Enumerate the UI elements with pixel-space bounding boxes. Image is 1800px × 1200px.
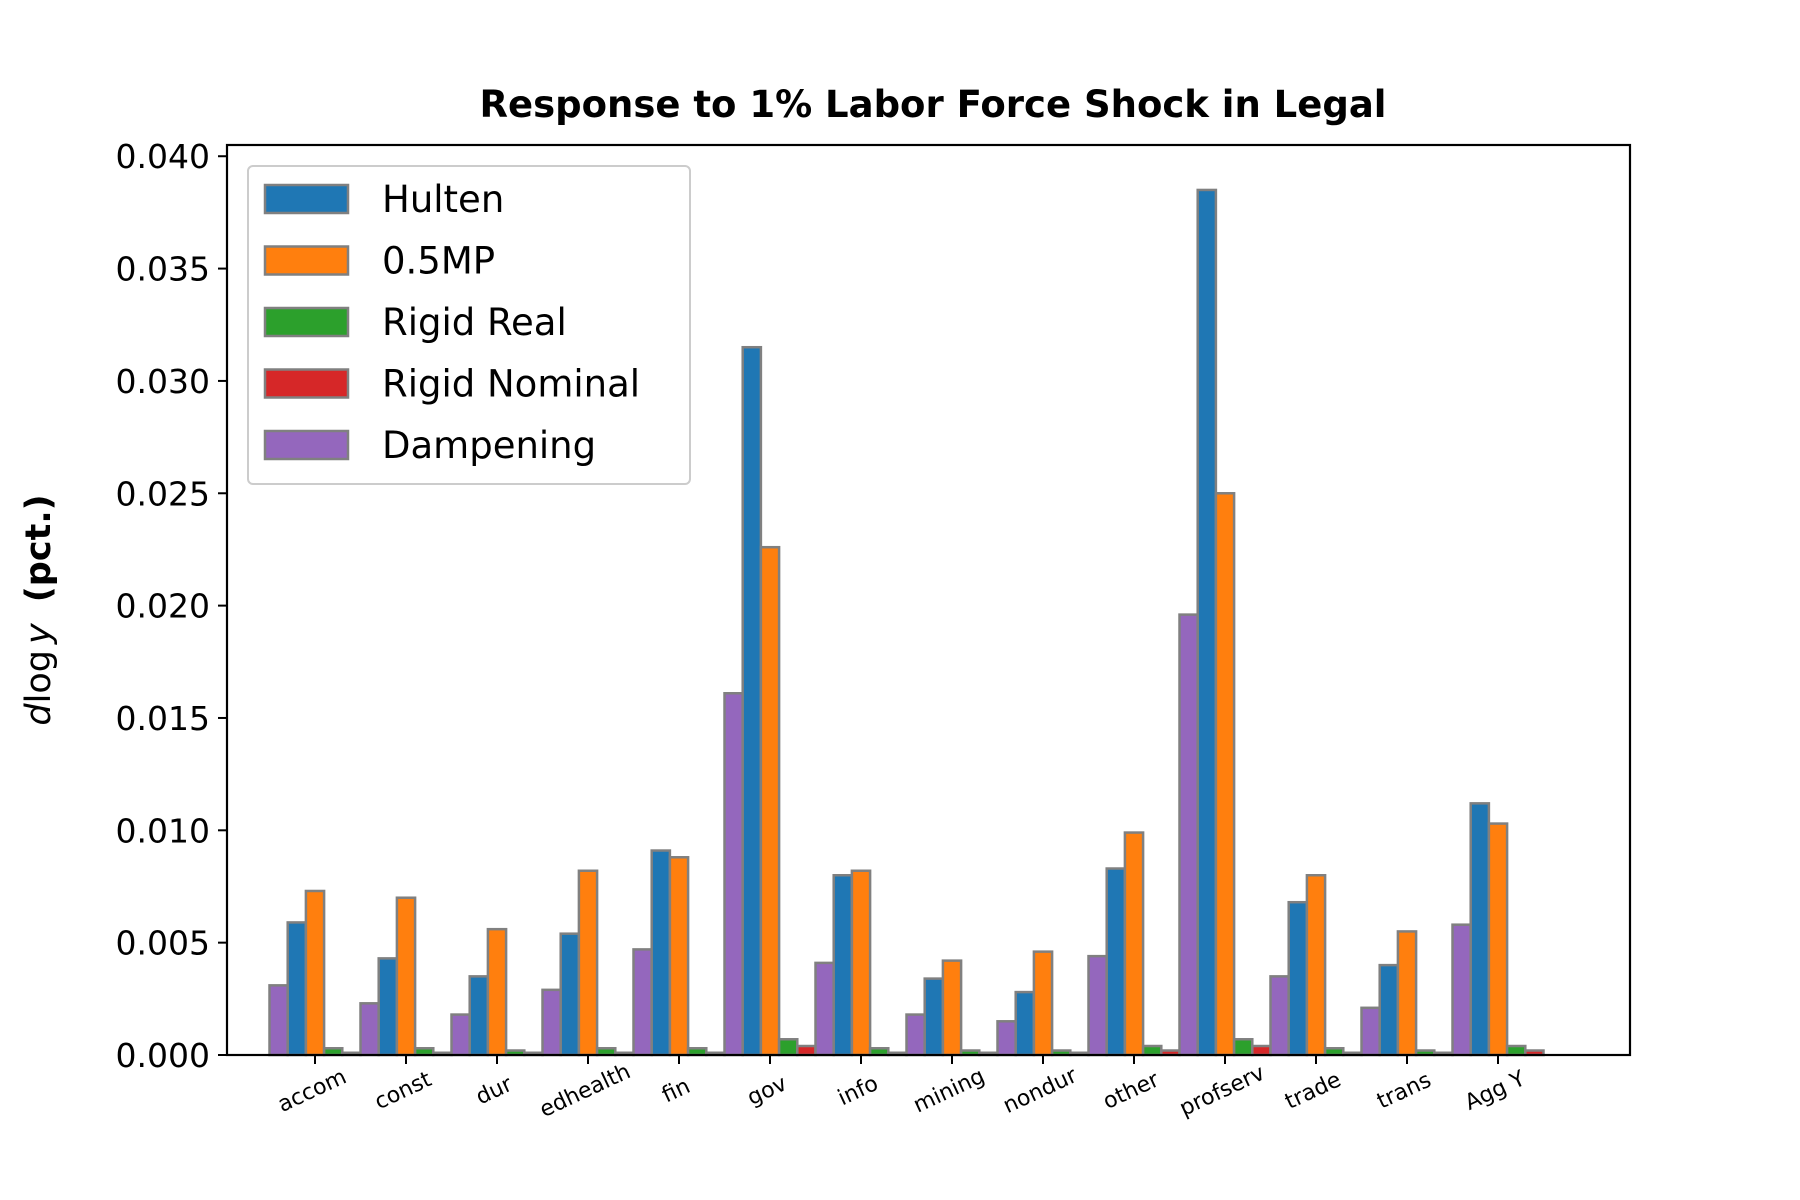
legend: Hulten 0.5MP Rigid Real Rigid Nominal Dampen… bbox=[247, 165, 691, 485]
bar-rigid-real-other bbox=[1141, 1044, 1163, 1057]
bar-0-5mp-dur bbox=[486, 927, 508, 1057]
bar-hulten-nondur bbox=[1014, 990, 1036, 1057]
x-tick-label: info bbox=[834, 1071, 882, 1111]
bar-hulten-trans bbox=[1378, 963, 1400, 1057]
y-axis-label-unit: (pct.) bbox=[19, 494, 59, 602]
y-tick-label: 0.035 bbox=[116, 250, 210, 289]
plot-frame bbox=[225, 143, 1632, 1057]
bar-hulten-trade bbox=[1287, 900, 1309, 1057]
x-tick-label: mining bbox=[910, 1064, 989, 1119]
bar-dampening-edhealth bbox=[541, 988, 562, 1057]
bar-hulten-agg-y bbox=[1469, 802, 1491, 1057]
bar-rigid-nominal-gov bbox=[796, 1044, 817, 1057]
bar-rigid-nominal-profserv bbox=[1251, 1044, 1272, 1057]
bar-hulten-const bbox=[377, 957, 399, 1057]
x-tick-label: trade bbox=[1281, 1067, 1345, 1114]
bar-dampening-fin bbox=[632, 948, 653, 1057]
bar-dampening-accom bbox=[268, 984, 289, 1057]
bar-0-5mp-profserv bbox=[1214, 492, 1236, 1057]
bar-dampening-trade bbox=[1269, 975, 1290, 1057]
bar-dampening-other bbox=[1087, 954, 1108, 1057]
y-tick-label: 0.000 bbox=[116, 1036, 210, 1075]
bar-hulten-profserv bbox=[1196, 188, 1218, 1057]
y-axis-label: dlogy (pct.) bbox=[19, 494, 59, 725]
bar-hulten-dur bbox=[468, 975, 490, 1057]
svg-text:dlogy (pct.): dlogy (pct.) bbox=[19, 494, 59, 725]
bar-0-5mp-trade bbox=[1305, 874, 1327, 1057]
bar-hulten-edhealth bbox=[559, 932, 581, 1057]
bar-0-5mp-trans bbox=[1396, 930, 1418, 1057]
x-tick-label: accom bbox=[274, 1064, 350, 1117]
bar-0-5mp-mining bbox=[941, 959, 963, 1057]
y-tick-label: 0.025 bbox=[116, 474, 210, 513]
legend-label: Dampening bbox=[382, 424, 596, 467]
legend-label: Rigid Real bbox=[382, 301, 567, 344]
bar-dampening-info bbox=[814, 961, 835, 1057]
x-tick-label: Agg Y bbox=[1461, 1066, 1530, 1116]
bar-dampening-agg-y bbox=[1451, 923, 1472, 1057]
y-tick-label: 0.030 bbox=[116, 362, 210, 401]
x-tick-label: profserv bbox=[1176, 1061, 1269, 1122]
bar-0-5mp-info bbox=[850, 869, 872, 1057]
bar-rigid-real-profserv bbox=[1232, 1038, 1254, 1057]
bar-0-5mp-other bbox=[1123, 831, 1145, 1057]
y-tick-label: 0.010 bbox=[116, 811, 210, 850]
legend-swatch bbox=[263, 429, 350, 461]
bar-0-5mp-agg-y bbox=[1487, 822, 1509, 1057]
bar-hulten-gov bbox=[741, 345, 763, 1057]
x-axis: accom const dur edhealth fin gov info mining non… bbox=[274, 1055, 1530, 1123]
legend-swatch bbox=[263, 245, 350, 276]
legend-box bbox=[247, 165, 691, 485]
y-tick-label: 0.015 bbox=[116, 699, 210, 738]
bar-dampening-mining bbox=[905, 1013, 926, 1057]
chart-title: Response to 1% Labor Force Shock in Lega… bbox=[479, 83, 1386, 126]
bar-0-5mp-fin bbox=[668, 856, 690, 1057]
bar-rigid-real-agg-y bbox=[1505, 1044, 1527, 1057]
x-tick-label: gov bbox=[744, 1071, 791, 1111]
legend-swatch bbox=[263, 368, 350, 399]
bar-hulten-info bbox=[832, 874, 854, 1057]
bar-0-5mp-nondur bbox=[1032, 950, 1054, 1057]
bars-layer bbox=[268, 188, 1545, 1057]
legend-label: Hulten bbox=[382, 178, 504, 221]
x-tick-label: fin bbox=[658, 1074, 694, 1108]
y-tick-label: 0.040 bbox=[116, 137, 210, 176]
x-tick-label: edhealth bbox=[536, 1059, 635, 1123]
x-tick-label: nondur bbox=[999, 1063, 1081, 1119]
bar-0-5mp-const bbox=[395, 896, 417, 1057]
bar-0-5mp-gov bbox=[759, 545, 781, 1057]
y-tick-label: 0.020 bbox=[116, 587, 210, 626]
bar-dampening-profserv bbox=[1178, 613, 1199, 1057]
bar-dampening-gov bbox=[723, 692, 744, 1057]
bar-0-5mp-edhealth bbox=[577, 869, 599, 1057]
bar-hulten-fin bbox=[650, 849, 672, 1057]
bar-dampening-const bbox=[359, 1002, 380, 1057]
legend-swatch bbox=[263, 306, 350, 338]
x-tick-label: const bbox=[371, 1067, 436, 1115]
x-tick-label: other bbox=[1099, 1067, 1164, 1115]
legend-swatch bbox=[263, 183, 350, 215]
bar-hulten-accom bbox=[286, 921, 308, 1057]
bar-dampening-dur bbox=[450, 1013, 471, 1057]
bar-dampening-nondur bbox=[996, 1020, 1017, 1057]
bar-dampening-trans bbox=[1360, 1006, 1381, 1057]
bar-hulten-mining bbox=[923, 977, 945, 1057]
y-axis-label-math: dlogy bbox=[19, 622, 59, 726]
legend-label: 0.5MP bbox=[382, 240, 495, 283]
bar-0-5mp-accom bbox=[304, 889, 326, 1057]
x-tick-label: dur bbox=[472, 1072, 517, 1111]
x-tick-label: trans bbox=[1373, 1068, 1435, 1115]
y-tick-label: 0.005 bbox=[116, 924, 210, 963]
bar-rigid-real-gov bbox=[777, 1038, 799, 1057]
bar-hulten-other bbox=[1105, 867, 1127, 1057]
legend-label: Rigid Nominal bbox=[382, 363, 640, 406]
y-axis: 0.000 0.005 0.010 0.015 0.020 0.025 0.030 0.035… bbox=[116, 137, 227, 1075]
